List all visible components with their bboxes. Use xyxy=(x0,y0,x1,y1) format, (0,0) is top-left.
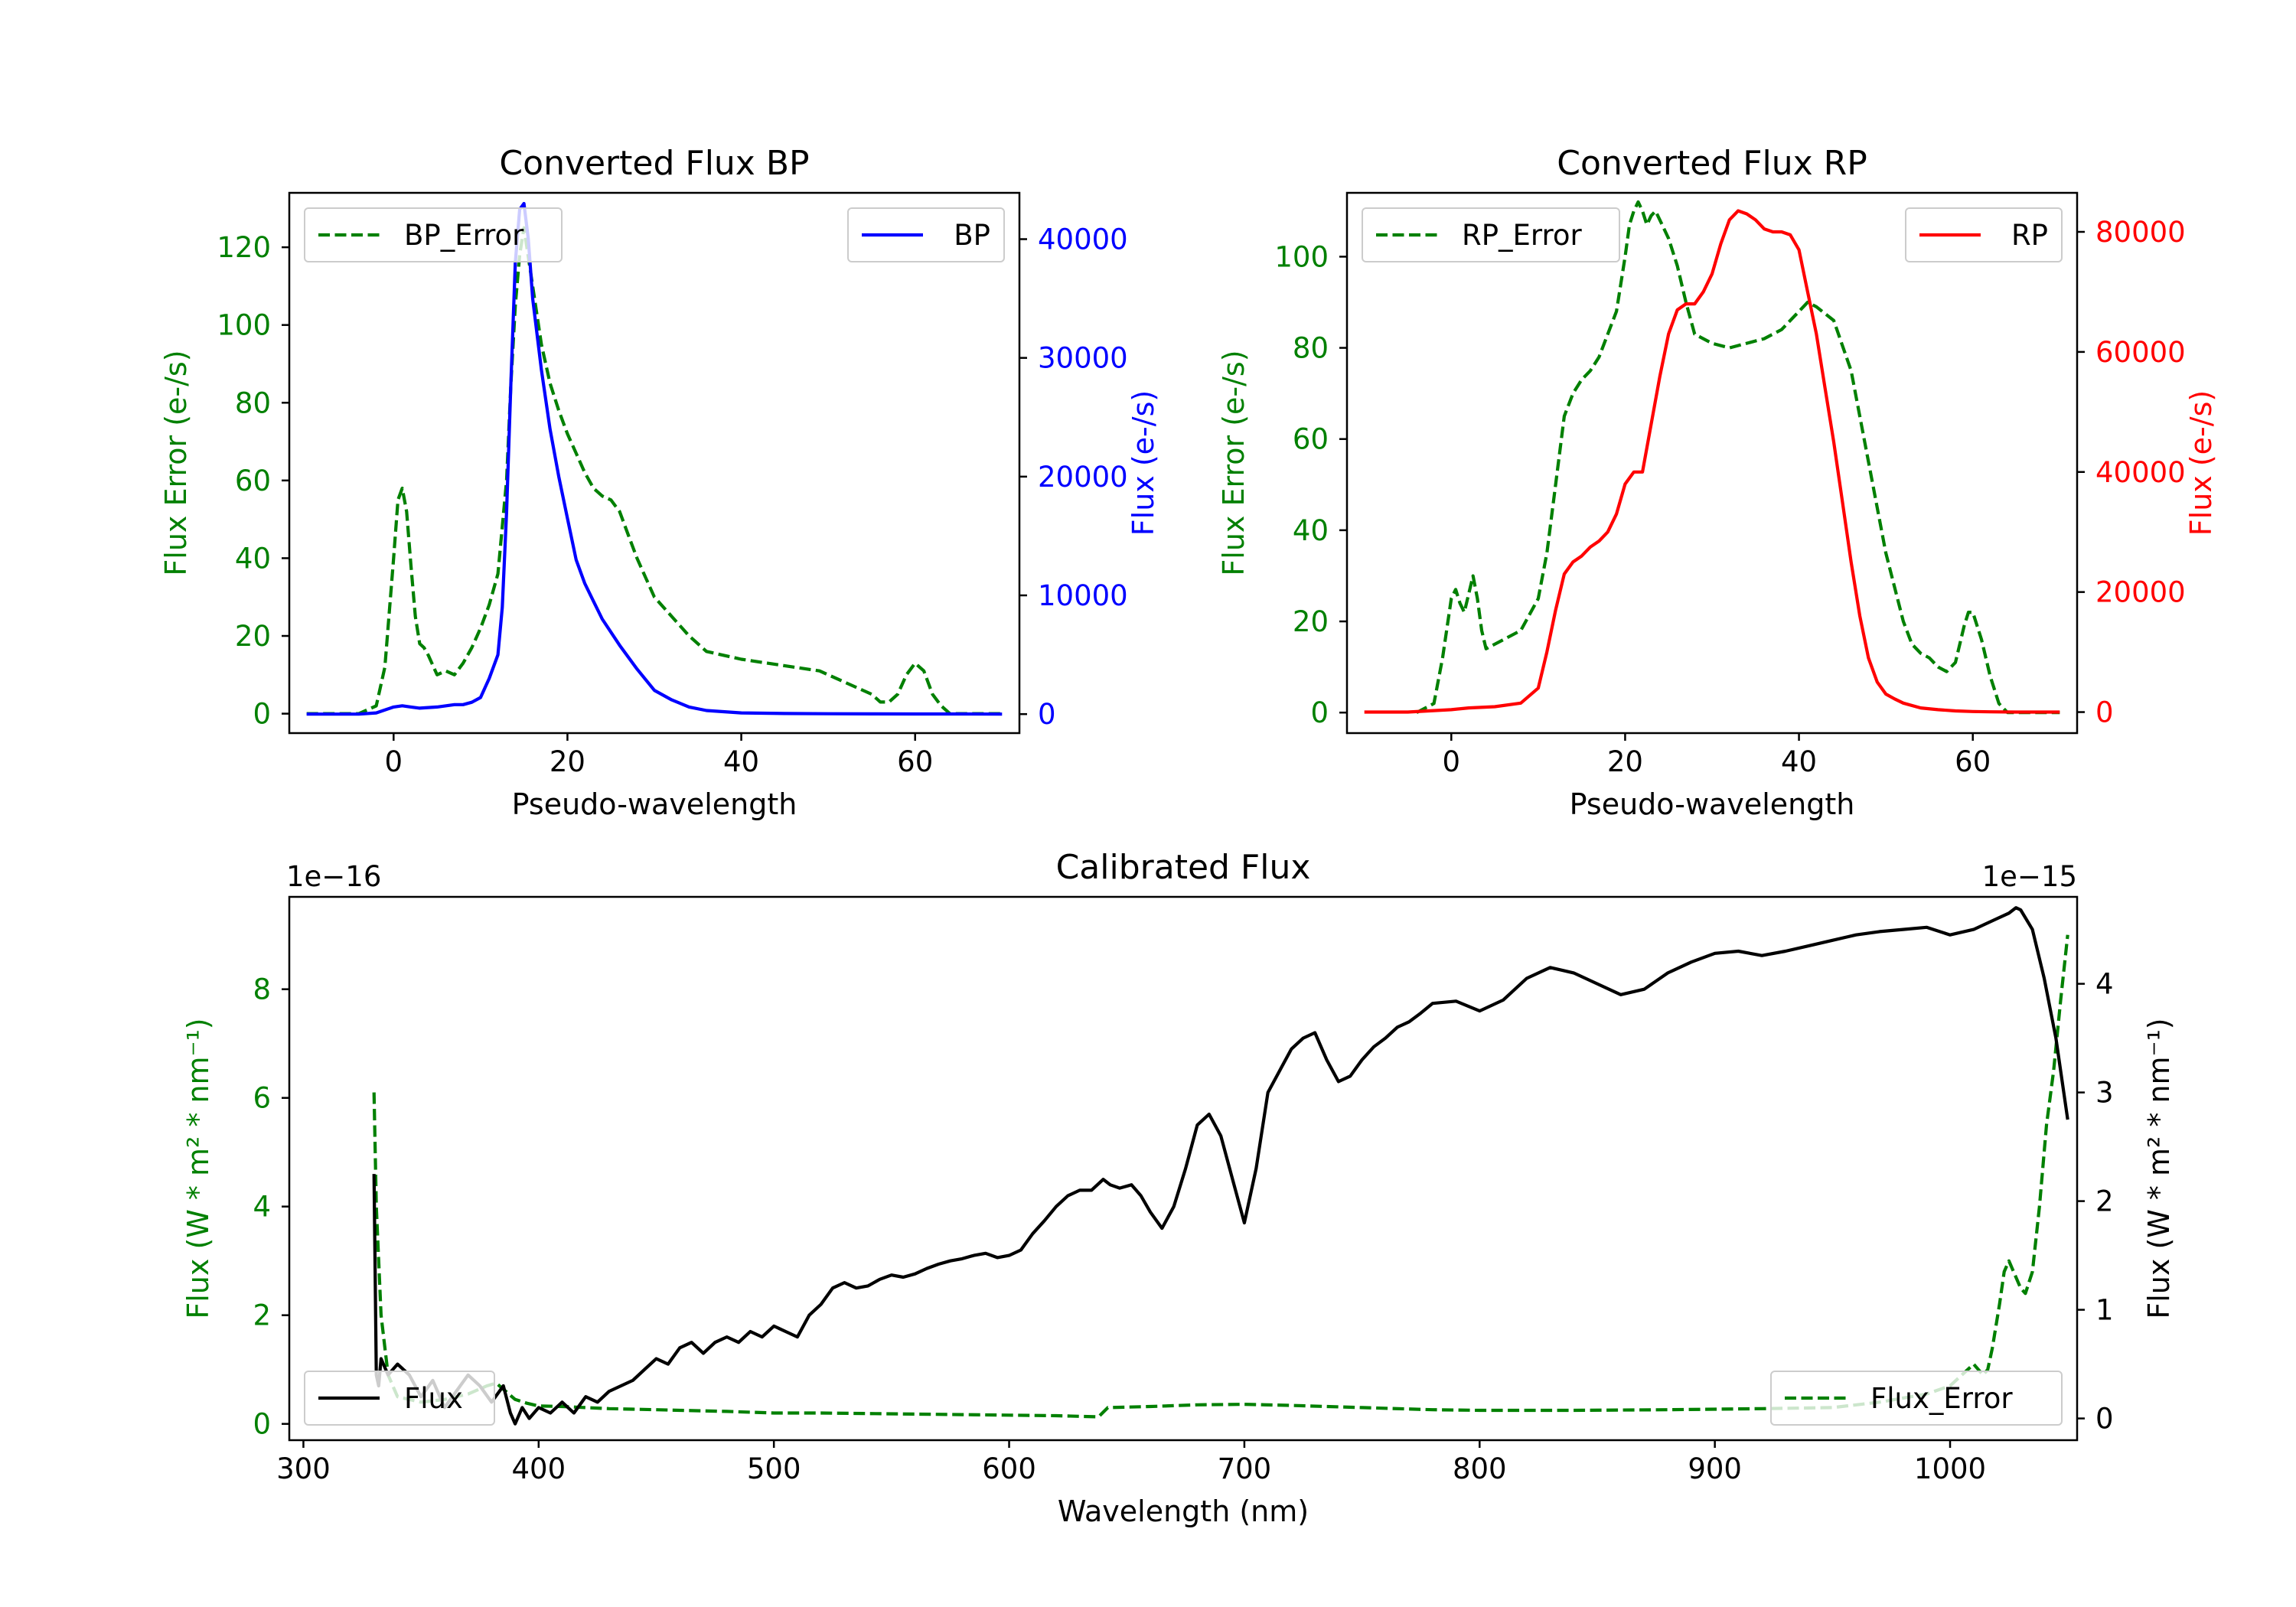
x-tick-label: 1000 xyxy=(1914,1452,1986,1485)
legend-label: RP xyxy=(2011,219,2048,252)
y-left-tick-label: 40 xyxy=(235,542,271,575)
y-right-tick-label: 0 xyxy=(1038,698,1056,731)
plot-frame xyxy=(288,895,2079,1442)
y-right-axis-label: Flux (e-/s) xyxy=(2184,390,2218,536)
y-left-tick-label: 80 xyxy=(235,386,271,419)
y-right-tick-label: 60000 xyxy=(2095,336,2186,369)
y-left-tick-label: 6 xyxy=(253,1082,271,1115)
series-line-rp-error xyxy=(1415,200,2060,715)
y-left-tick-label: 20 xyxy=(235,620,271,653)
y-left-tick-label: 40 xyxy=(1293,514,1329,547)
series-line-flux xyxy=(372,906,2069,1426)
legend-flux-error: Flux_Error xyxy=(1770,1371,2063,1426)
legend-label: Flux_Error xyxy=(1870,1382,2013,1415)
y-left-axis-label: Flux (W * m² * nm⁻¹) xyxy=(181,1018,215,1319)
y-left-tick-label: 80 xyxy=(1293,332,1329,365)
y-left-tick-label: 0 xyxy=(253,1408,271,1441)
series-group xyxy=(372,906,2069,1426)
y-right-tick-label: 1 xyxy=(2095,1294,2114,1327)
plot-frame xyxy=(288,191,1021,735)
y-right-tick-label: 4 xyxy=(2095,968,2114,1001)
chart-title: Converted Flux RP xyxy=(1557,144,1867,183)
series-line-rp xyxy=(1364,209,2060,714)
y-right-axis-label: Flux (W * m² * nm⁻¹) xyxy=(2142,1018,2176,1319)
y-left-tick-label: 2 xyxy=(253,1299,271,1332)
y-left-tick-label: 120 xyxy=(217,231,271,264)
legend-label: RP_Error xyxy=(1462,219,1582,252)
x-tick-label: 40 xyxy=(1781,745,1817,778)
x-tick-label: 0 xyxy=(385,745,403,778)
x-tick-label: 40 xyxy=(723,745,759,778)
y-right-tick-label: 20000 xyxy=(1038,461,1128,494)
y-left-axis-label: Flux Error (e-/s) xyxy=(1217,350,1251,575)
legend-rp: RP xyxy=(1905,207,2063,262)
x-tick-label: 500 xyxy=(747,1452,801,1485)
x-tick-label: 60 xyxy=(1955,745,1991,778)
series-group xyxy=(1364,200,2060,715)
legend-box xyxy=(1770,1371,2063,1426)
y-right-tick-label: 0 xyxy=(2095,1403,2114,1436)
legend-rp-error: RP_Error xyxy=(1362,207,1620,262)
series-line-bp xyxy=(306,201,1003,716)
y-right-tick-label: 40000 xyxy=(1038,223,1128,256)
y-left-axis-label: Flux Error (e-/s) xyxy=(159,350,193,575)
y-left-tick-label: 100 xyxy=(1274,240,1329,273)
x-tick-label: 900 xyxy=(1688,1452,1742,1485)
y-right-tick-label: 40000 xyxy=(2095,456,2186,489)
chart-title: Converted Flux BP xyxy=(499,144,809,183)
y-right-tick-label: 2 xyxy=(2095,1185,2114,1218)
y-left-offset-label: 1e−16 xyxy=(286,860,381,893)
legend-box xyxy=(847,207,1005,262)
legend-box xyxy=(304,207,563,262)
x-axis-label: Pseudo-wavelength xyxy=(512,787,797,821)
y-right-tick-label: 10000 xyxy=(1038,579,1128,612)
y-right-tick-label: 20000 xyxy=(2095,576,2186,609)
series-line-bp-error xyxy=(306,226,1003,715)
x-tick-label: 800 xyxy=(1453,1452,1507,1485)
y-right-axis-label: Flux (e-/s) xyxy=(1127,390,1160,536)
x-axis-label: Wavelength (nm) xyxy=(1058,1495,1309,1528)
legend-box xyxy=(1362,207,1620,262)
series-group xyxy=(306,201,1003,716)
x-axis-label: Pseudo-wavelength xyxy=(1570,787,1855,821)
legend-box xyxy=(304,1371,495,1426)
y-left-tick-label: 0 xyxy=(253,698,271,731)
legend-label: BP_Error xyxy=(404,219,524,252)
y-right-offset-label: 1e−15 xyxy=(1982,860,2077,893)
plot-frame xyxy=(1345,191,2079,735)
legend-label: BP xyxy=(954,219,990,252)
y-left-tick-label: 60 xyxy=(1293,423,1329,456)
x-tick-label: 600 xyxy=(982,1452,1036,1485)
y-left-tick-label: 20 xyxy=(1293,605,1329,638)
bp-panel: 0 20 40 60 0 20 40 60 80 100 120 0 10000 20000 30000 40… xyxy=(159,144,1160,821)
x-tick-label: 0 xyxy=(1443,745,1461,778)
legend-label: Flux xyxy=(404,1382,463,1415)
x-tick-label: 20 xyxy=(550,745,585,778)
legend-bp: BP xyxy=(847,207,1005,262)
y-left-tick-label: 8 xyxy=(253,973,271,1006)
y-right-tick-label: 80000 xyxy=(2095,216,2186,249)
x-tick-label: 20 xyxy=(1607,745,1643,778)
rp-panel: 0 20 40 60 0 20 40 60 80 100 0 20000 40000 60000 80000… xyxy=(1217,144,2218,821)
y-left-tick-label: 0 xyxy=(1310,696,1329,729)
legend-flux: Flux xyxy=(304,1371,495,1426)
calibrated-panel: 300 400 500 600 700 800 900 1000 0 2 4 6 8 0 1 2 3 4 Calib… xyxy=(181,848,2176,1528)
legend-bp-error: BP_Error xyxy=(304,207,563,262)
legend-box xyxy=(1905,207,2063,262)
y-left-tick-label: 60 xyxy=(235,464,271,497)
y-right-tick-label: 30000 xyxy=(1038,342,1128,375)
y-right-tick-label: 3 xyxy=(2095,1077,2114,1110)
y-left-tick-label: 4 xyxy=(253,1191,271,1224)
x-tick-label: 300 xyxy=(276,1452,331,1485)
x-tick-label: 400 xyxy=(511,1452,566,1485)
chart-title: Calibrated Flux xyxy=(1056,848,1311,887)
y-right-tick-label: 0 xyxy=(2095,696,2114,729)
x-tick-label: 700 xyxy=(1218,1452,1272,1485)
y-left-tick-label: 100 xyxy=(217,309,271,342)
x-tick-label: 60 xyxy=(897,745,933,778)
